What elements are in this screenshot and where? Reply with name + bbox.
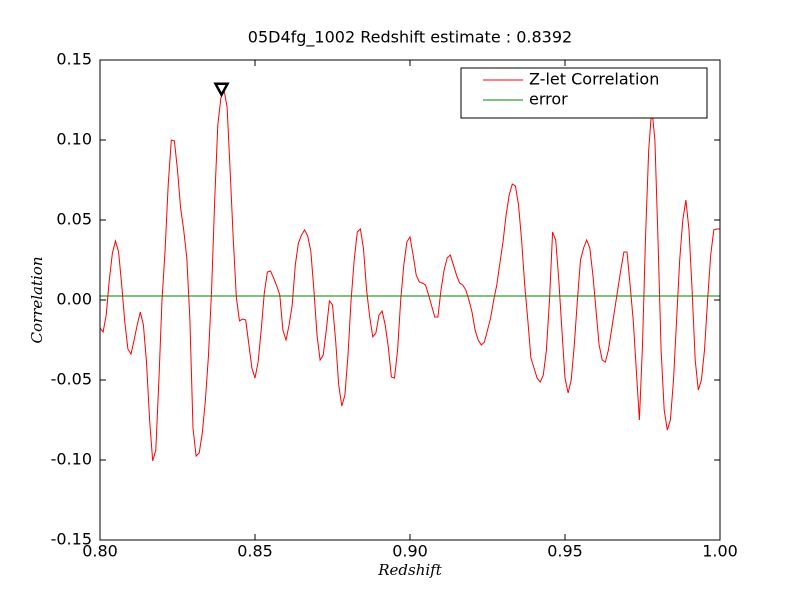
plot-frame: [99, 59, 721, 541]
y-tick-label: -0.15: [51, 530, 92, 549]
x-tick-label: 0.95: [547, 542, 583, 561]
chart-title: 05D4fg_1002 Redshift estimate : 0.8392: [248, 28, 572, 48]
legend-label: Z-let Correlation: [529, 70, 659, 89]
x-tick-label: 0.80: [82, 542, 118, 561]
peak-marker: [213, 82, 230, 98]
legend-label: error: [529, 90, 568, 109]
x-axis-label: Redshift: [377, 561, 442, 579]
x-tick-label: 1.00: [702, 542, 738, 561]
y-tick-label: 0.05: [56, 210, 92, 229]
y-axis-label: Correlation: [28, 257, 46, 344]
series-line: [99, 88, 720, 462]
y-tick-label: 0.00: [56, 290, 92, 309]
x-tick-label: 0.90: [392, 542, 428, 561]
y-tick-label: 0.15: [56, 50, 92, 69]
y-tick-label: -0.10: [51, 450, 92, 469]
y-tick-label: 0.10: [56, 130, 92, 149]
x-tick-label: 0.85: [237, 542, 273, 561]
y-tick-label: -0.05: [51, 370, 92, 389]
legend-box: [460, 67, 708, 119]
